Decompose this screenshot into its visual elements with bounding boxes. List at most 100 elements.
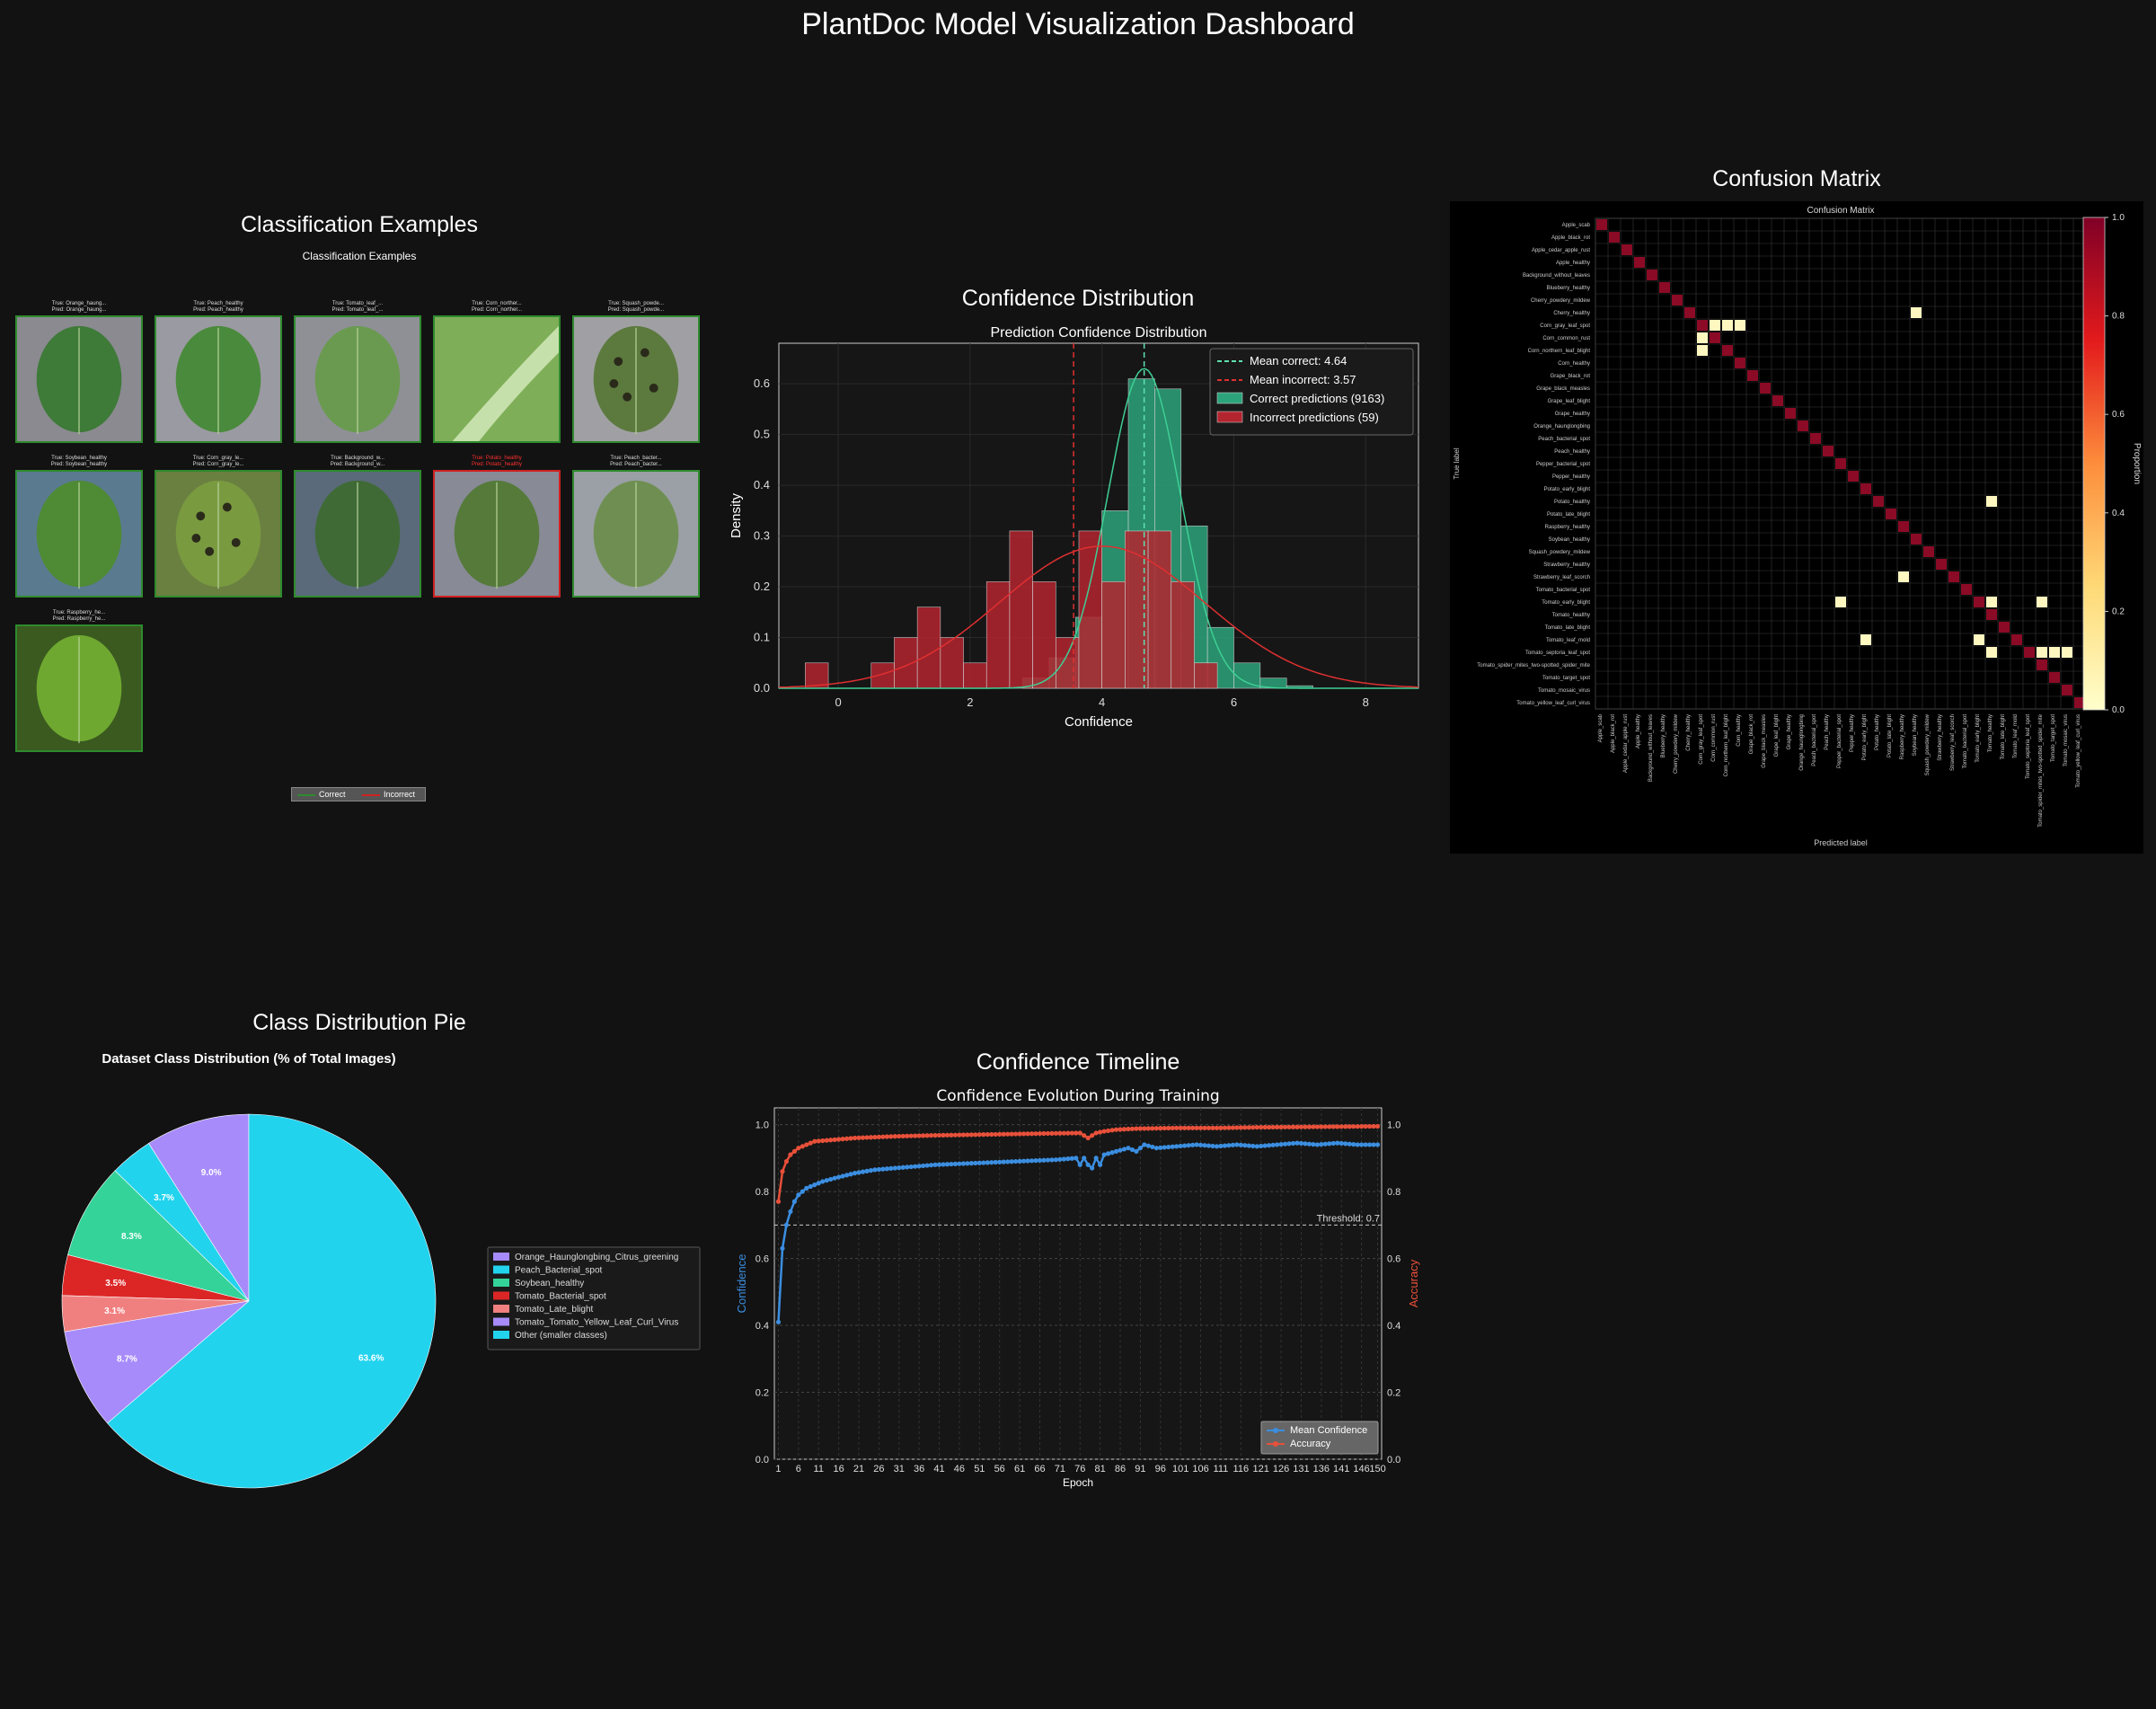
timeline-legend-box bbox=[1260, 1421, 1379, 1455]
series-point bbox=[1033, 1158, 1038, 1164]
x-tick-label: 76 bbox=[1074, 1464, 1085, 1474]
series-point bbox=[1303, 1141, 1308, 1147]
series-point bbox=[1275, 1142, 1280, 1147]
x-tick-label: 101 bbox=[1172, 1464, 1188, 1474]
series-point bbox=[1327, 1124, 1332, 1129]
series-point bbox=[1126, 1146, 1131, 1151]
pie-legend-swatch bbox=[493, 1317, 509, 1326]
series-point bbox=[1098, 1129, 1103, 1135]
series-point bbox=[816, 1138, 821, 1144]
x-tick-label: 6 bbox=[796, 1464, 801, 1474]
series-point bbox=[808, 1183, 813, 1190]
leaf-spot bbox=[609, 379, 619, 388]
column-label: Grape_healthy bbox=[1787, 714, 1792, 749]
colorbar-tick-label: 0.4 bbox=[2112, 509, 2125, 518]
diagonal-cell bbox=[1596, 219, 1607, 230]
example-true-label: True: Background_w... bbox=[331, 456, 384, 461]
x-tick-label: 141 bbox=[1333, 1464, 1349, 1474]
pie-panel-title: Class Distribution Pie bbox=[252, 1010, 466, 1035]
series-point bbox=[1222, 1143, 1228, 1148]
column-label: Tomato_early_blight bbox=[1975, 714, 1981, 763]
y-tick-label: 0.0 bbox=[754, 681, 770, 695]
series-point bbox=[856, 1170, 862, 1175]
y-tick-label: 0.2 bbox=[755, 1388, 769, 1399]
diagonal-cell bbox=[1923, 546, 1934, 557]
series-point bbox=[1339, 1140, 1344, 1147]
pie-slice bbox=[64, 1300, 251, 1424]
series-point bbox=[968, 1161, 974, 1166]
x-tick-label: 71 bbox=[1055, 1464, 1065, 1474]
leaf-image bbox=[574, 472, 698, 596]
y-tick-label: 0.0 bbox=[755, 1455, 769, 1465]
y-tick-label: 0.4 bbox=[754, 478, 770, 491]
series-point bbox=[944, 1132, 950, 1138]
series-point bbox=[960, 1132, 967, 1138]
series-point bbox=[1166, 1125, 1171, 1131]
leaf-spot bbox=[205, 546, 215, 556]
colorbar-tick-label: 0.6 bbox=[2112, 410, 2125, 420]
column-label: Apple_healthy bbox=[1636, 714, 1641, 748]
series-point bbox=[1343, 1141, 1348, 1147]
series-point bbox=[952, 1161, 959, 1166]
y-tick-label: 0.2 bbox=[754, 580, 770, 593]
row-label: Corn_healthy bbox=[1558, 361, 1590, 367]
dashboard-title: PlantDoc Model Visualization Dashboard bbox=[801, 7, 1355, 41]
column-label: Potato_late_blight bbox=[1887, 714, 1893, 757]
series-point bbox=[941, 1162, 946, 1167]
incorrect-bar bbox=[916, 607, 941, 689]
series-point bbox=[997, 1159, 1003, 1164]
column-label: Tomato_late_blight bbox=[2001, 714, 2006, 760]
series-point bbox=[1182, 1125, 1188, 1130]
example-image bbox=[572, 470, 700, 598]
example-true-label: True: Tomato_leaf_... bbox=[331, 301, 384, 306]
chart-title: Prediction Confidence Distribution bbox=[990, 325, 1206, 341]
x-tick-label: 150 bbox=[1369, 1464, 1385, 1474]
series-point bbox=[1290, 1124, 1296, 1129]
series-point bbox=[1162, 1125, 1167, 1131]
timeline-legend-label: Accuracy bbox=[1290, 1439, 1331, 1449]
series-point bbox=[1170, 1144, 1175, 1149]
series-point bbox=[880, 1134, 886, 1139]
off-diagonal-cell bbox=[1835, 597, 1846, 607]
series-point bbox=[1282, 1124, 1288, 1129]
series-point bbox=[905, 1133, 910, 1138]
series-point bbox=[985, 1131, 990, 1138]
example-caption: True: Potato_healthy Pred: Potato_healthy bbox=[429, 456, 564, 468]
row-label: Corn_common_rust bbox=[1542, 336, 1590, 341]
series-point bbox=[796, 1146, 801, 1151]
series-point bbox=[1009, 1131, 1014, 1137]
series-point bbox=[1242, 1125, 1248, 1130]
series-point bbox=[876, 1166, 881, 1173]
y-tick-label: 0.6 bbox=[754, 376, 770, 390]
x-tick-label: 146 bbox=[1353, 1464, 1369, 1474]
x-axis-label: Confidence bbox=[1065, 714, 1133, 730]
diagonal-cell bbox=[1974, 597, 1984, 607]
series-point bbox=[1101, 1129, 1107, 1134]
series-point bbox=[897, 1165, 902, 1171]
series-point bbox=[1339, 1124, 1344, 1129]
series-point bbox=[832, 1175, 837, 1181]
off-diagonal-cell bbox=[2049, 647, 2060, 658]
series-point bbox=[1065, 1130, 1071, 1136]
x-tick-label: 36 bbox=[914, 1464, 924, 1474]
series-point bbox=[1074, 1156, 1079, 1161]
series-point bbox=[824, 1138, 829, 1143]
leaf-image bbox=[296, 317, 420, 441]
diagonal-cell bbox=[1722, 345, 1733, 356]
diagonal-cell bbox=[1886, 509, 1896, 519]
series-point bbox=[1330, 1124, 1336, 1129]
series-point bbox=[1061, 1130, 1066, 1136]
example-image bbox=[15, 470, 143, 598]
x-tick-label: 46 bbox=[954, 1464, 965, 1474]
x-tick-label: 16 bbox=[834, 1464, 844, 1474]
series-point bbox=[1371, 1123, 1376, 1129]
series-point bbox=[1314, 1142, 1320, 1147]
series-point bbox=[1234, 1125, 1240, 1130]
series-point bbox=[1174, 1125, 1180, 1130]
series-point bbox=[1374, 1142, 1381, 1147]
series-point bbox=[1134, 1126, 1139, 1131]
series-point bbox=[1210, 1125, 1215, 1130]
threshold-label: Threshold: 0.7 bbox=[1317, 1213, 1380, 1224]
leaf-image bbox=[156, 472, 280, 596]
x-tick-label: 31 bbox=[894, 1464, 905, 1474]
